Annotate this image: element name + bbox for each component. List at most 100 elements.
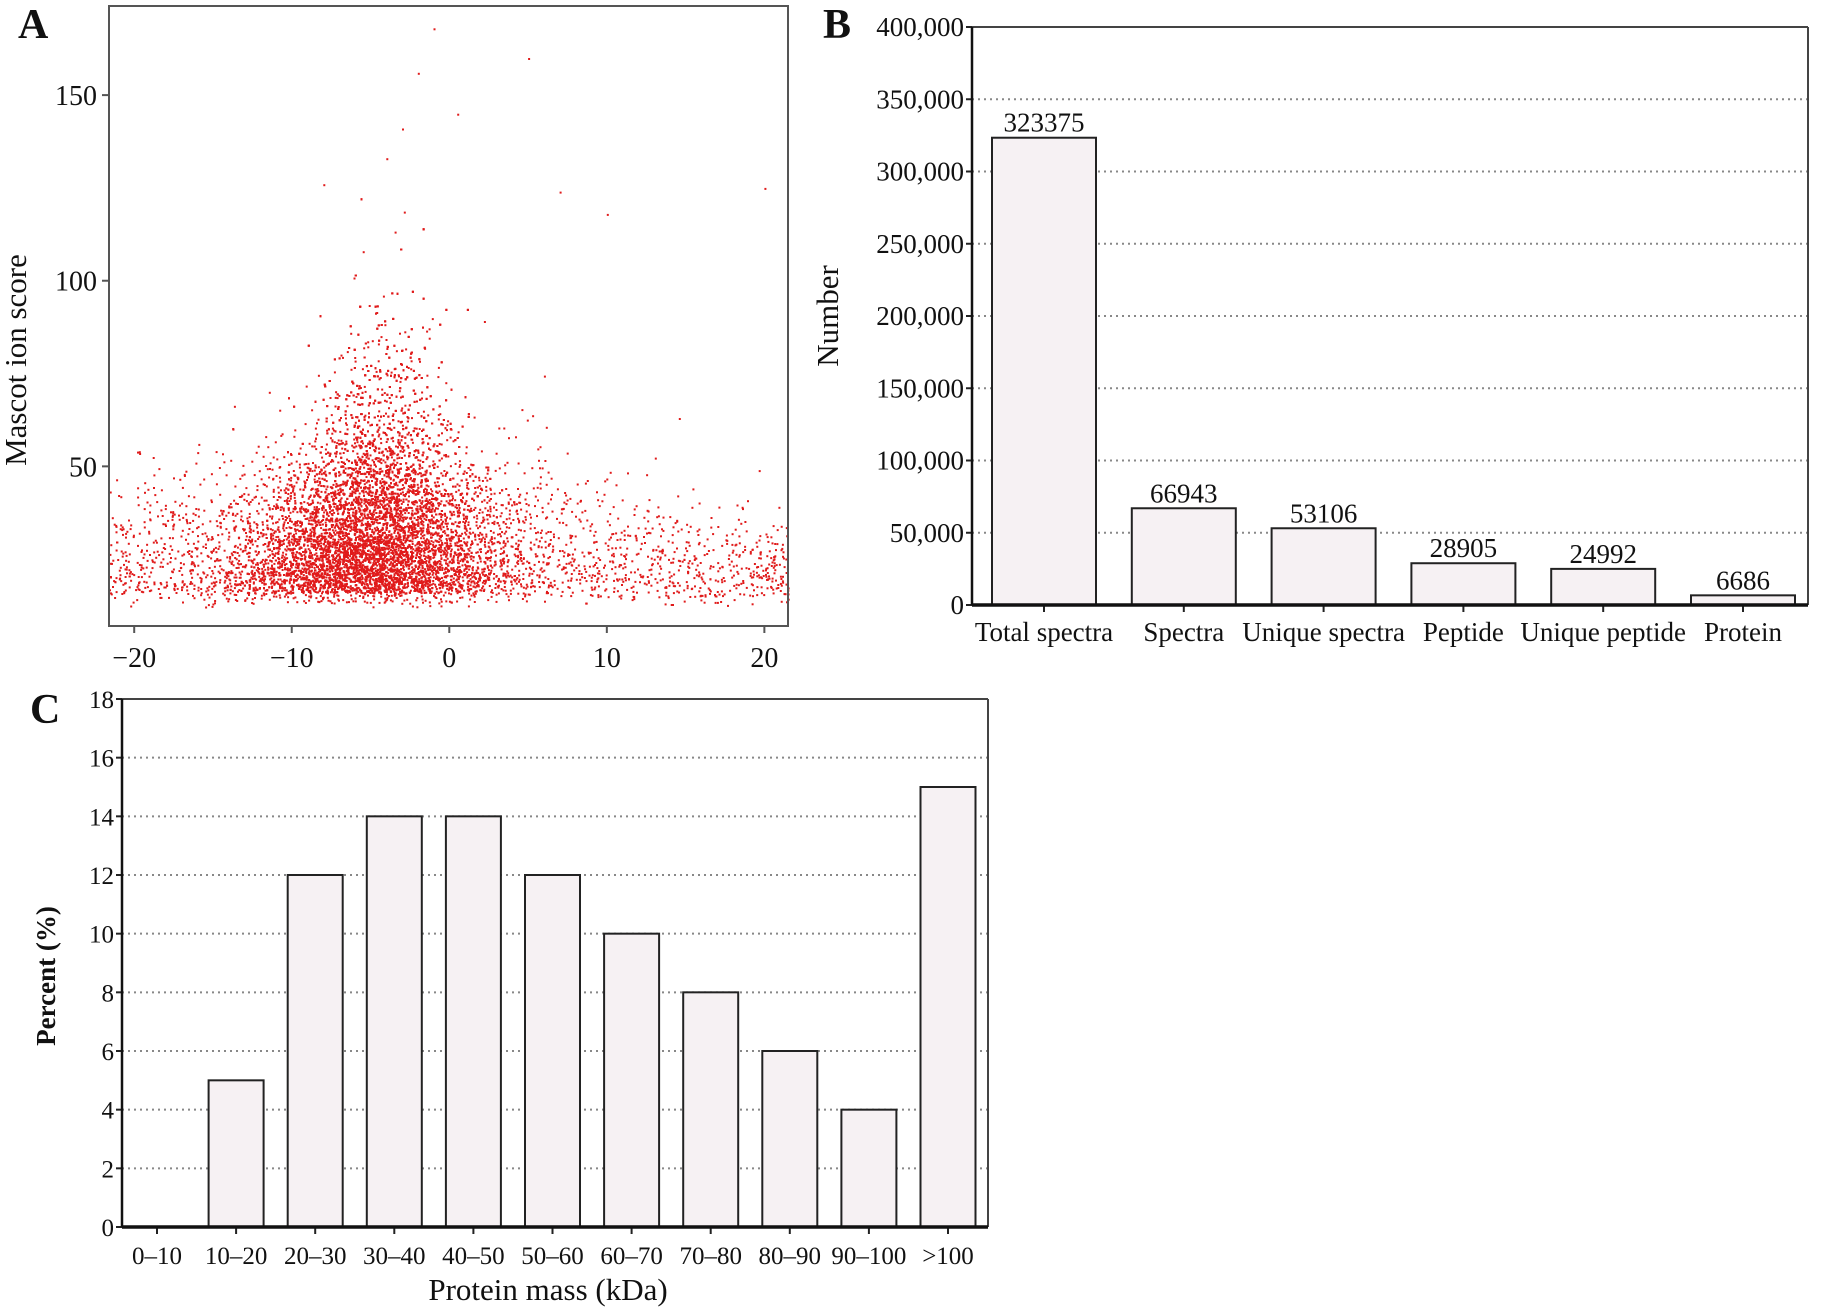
scatter-point [311, 409, 314, 412]
scatter-point [223, 581, 226, 584]
scatter-point [377, 588, 380, 591]
scatter-point [303, 576, 306, 579]
scatter-point [344, 534, 346, 537]
scatter-point [301, 567, 304, 570]
scatter-point [426, 548, 428, 550]
scatter-point [416, 586, 419, 589]
scatter-point [371, 445, 374, 448]
scatter-point [319, 482, 322, 485]
scatter-point [369, 476, 372, 479]
scatter-point [422, 527, 425, 530]
scatter-point [358, 385, 361, 388]
scatter-point [319, 580, 322, 583]
scatter-point [387, 465, 390, 468]
scatter-point [461, 532, 464, 535]
scatter-point [311, 516, 314, 519]
scatter-point [427, 485, 430, 488]
scatter-point [402, 519, 405, 521]
scatter-point [483, 543, 486, 546]
scatter-point [334, 569, 337, 572]
scatter-point [407, 475, 410, 478]
scatter-point [369, 550, 372, 553]
scatter-point [492, 514, 495, 517]
scatter-point [371, 459, 374, 462]
scatter-point [437, 366, 440, 369]
scatter-point [393, 587, 396, 590]
scatter-point [353, 433, 356, 436]
scatter-point [300, 505, 303, 508]
scatter-point [432, 460, 435, 463]
scatter-point [313, 517, 316, 520]
scatter-point [358, 576, 361, 579]
scatter-point [292, 581, 295, 584]
scatter-point [297, 585, 300, 588]
scatter-point [350, 368, 353, 371]
scatter-point [336, 509, 339, 512]
scatter-point [363, 347, 366, 350]
scatter-point [393, 492, 396, 495]
scatter-point [258, 575, 261, 578]
scatter-point [290, 538, 293, 541]
scatter-point [396, 515, 399, 518]
scatter-point [382, 517, 385, 520]
scatter-point [425, 499, 428, 502]
scatter-point [334, 572, 337, 575]
scatter-point [422, 506, 425, 509]
scatter-point [477, 527, 479, 530]
scatter-point [272, 522, 275, 525]
scatter-point [507, 502, 510, 505]
scatter-point [292, 510, 295, 513]
scatter-point [344, 443, 347, 446]
scatter-point [421, 391, 424, 394]
scatter-point [335, 391, 338, 394]
scatter-point [399, 380, 402, 383]
scatter-point [465, 446, 468, 449]
scatter-point [425, 570, 428, 573]
scatter-point [285, 549, 288, 552]
scatter-point [359, 466, 362, 468]
scatter-point [389, 506, 392, 509]
scatter-point [315, 512, 318, 515]
scatter-point [367, 341, 370, 344]
scatter-point [393, 426, 396, 429]
scatter-point [370, 576, 372, 579]
scatter-point [379, 437, 382, 440]
scatter-point [238, 563, 241, 566]
scatter-point [289, 497, 292, 500]
scatter-point [441, 483, 444, 486]
scatter-point [396, 461, 399, 464]
scatter-point [445, 538, 448, 540]
scatter-point [393, 590, 396, 593]
scatter-point [425, 469, 428, 472]
scatter-point [318, 568, 320, 571]
scatter-point [398, 375, 400, 378]
scatter-point [226, 584, 229, 587]
scatter-point [489, 487, 492, 490]
scatter-point [296, 543, 299, 546]
scatter-point [364, 547, 366, 550]
scatter-point [346, 433, 349, 436]
scatter-point [301, 557, 304, 560]
scatter-point [470, 463, 473, 466]
scatter-point [396, 537, 399, 540]
scatter-point [381, 526, 384, 529]
scatter-point [263, 582, 266, 585]
scatter-point [423, 561, 426, 563]
scatter-point [376, 564, 379, 567]
scatter-point [358, 555, 361, 558]
scatter-point [378, 460, 381, 463]
scatter-point [448, 592, 450, 595]
scatter-point [385, 475, 388, 478]
scatter-point [419, 360, 421, 363]
scatter-point [392, 495, 395, 498]
scatter-point [352, 450, 355, 453]
scatter-point [257, 552, 260, 555]
scatter-point [396, 524, 399, 526]
scatter-point [363, 502, 366, 505]
scatter-point [368, 440, 371, 443]
scatter-point [364, 516, 367, 519]
scatter-point [504, 589, 507, 592]
scatter-point [371, 504, 374, 507]
scatter-point [334, 529, 337, 532]
scatter-point [354, 360, 357, 363]
